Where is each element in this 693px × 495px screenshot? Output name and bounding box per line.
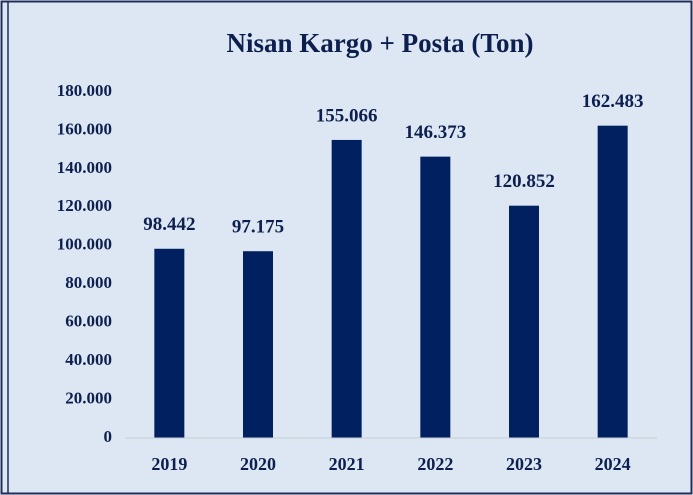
x-tick-label: 2022 (417, 454, 453, 474)
bar (243, 251, 273, 438)
value-label: 98.442 (143, 214, 195, 235)
value-label: 155.066 (316, 105, 378, 126)
bar (420, 156, 451, 439)
bar (597, 125, 628, 438)
y-tick-label: 120.000 (57, 196, 112, 215)
x-tick-label: 2019 (151, 454, 187, 474)
y-tick-label: 180.000 (57, 81, 112, 100)
y-tick-label: 20.000 (65, 388, 112, 407)
y-tick-label: 100.000 (57, 235, 112, 254)
x-tick-label: 2020 (240, 454, 276, 474)
chart-title: Nisan Kargo + Posta (Ton) (227, 28, 534, 58)
y-tick-label: 40.000 (65, 350, 112, 369)
y-tick-label: 140.000 (57, 158, 112, 177)
bar (154, 248, 185, 438)
y-tick-label: 80.000 (65, 273, 112, 292)
value-label: 162.483 (582, 91, 644, 112)
y-tick-label: 0 (104, 427, 113, 446)
bar (509, 205, 539, 438)
y-tick-label: 160.000 (57, 119, 112, 138)
value-label: 120.852 (493, 171, 555, 192)
value-label: 97.175 (232, 217, 284, 238)
bar (331, 139, 362, 438)
value-label: 146.373 (404, 122, 466, 143)
x-tick-label: 2023 (506, 454, 542, 474)
x-tick-label: 2024 (595, 454, 631, 474)
y-tick-label: 60.000 (65, 312, 112, 331)
x-tick-label: 2021 (329, 454, 365, 474)
